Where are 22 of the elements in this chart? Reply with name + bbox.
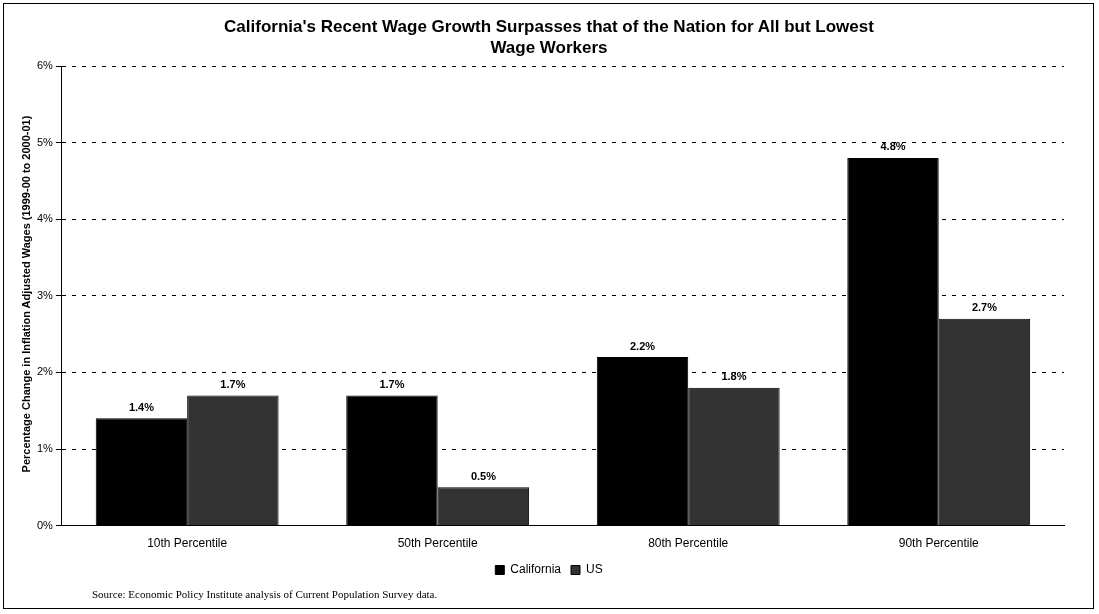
y-axis-title: Percentage Change in Inflation Adjusted Wages (1999-00 to 2000-01) xyxy=(20,115,32,473)
y-tick-label: 0% xyxy=(36,518,54,531)
legend-label: US xyxy=(586,562,603,577)
y-tick-label: 4% xyxy=(36,212,54,225)
chart-title: California's Recent Wage Growth Surpasses that of the Nation for All but Lowest Wage Workers xyxy=(223,16,875,58)
data-label: 2.7% xyxy=(971,301,998,314)
y-tick-label: 2% xyxy=(36,365,54,378)
legend-label: California xyxy=(510,562,562,577)
data-label: 2.2% xyxy=(629,339,656,352)
y-tick-label: 3% xyxy=(36,288,54,301)
data-label: 1.7% xyxy=(379,377,405,390)
x-tick-label: 80th Percentile xyxy=(648,536,729,551)
y-tick-label: 5% xyxy=(36,135,54,148)
x-tick-label: 50th Percentile xyxy=(397,536,479,551)
x-tick-label: 90th Percentile xyxy=(898,536,980,551)
data-label: 0.5% xyxy=(470,469,497,482)
source-note: Source: Economic Policy Institute analysis of Current Population Survey data. xyxy=(92,588,438,600)
data-label: 1.7% xyxy=(220,377,246,390)
y-tick-label: 6% xyxy=(36,59,54,72)
data-label: 1.4% xyxy=(128,400,155,413)
x-tick-label: 10th Percentile xyxy=(147,536,228,551)
y-tick-label: 1% xyxy=(36,442,54,455)
